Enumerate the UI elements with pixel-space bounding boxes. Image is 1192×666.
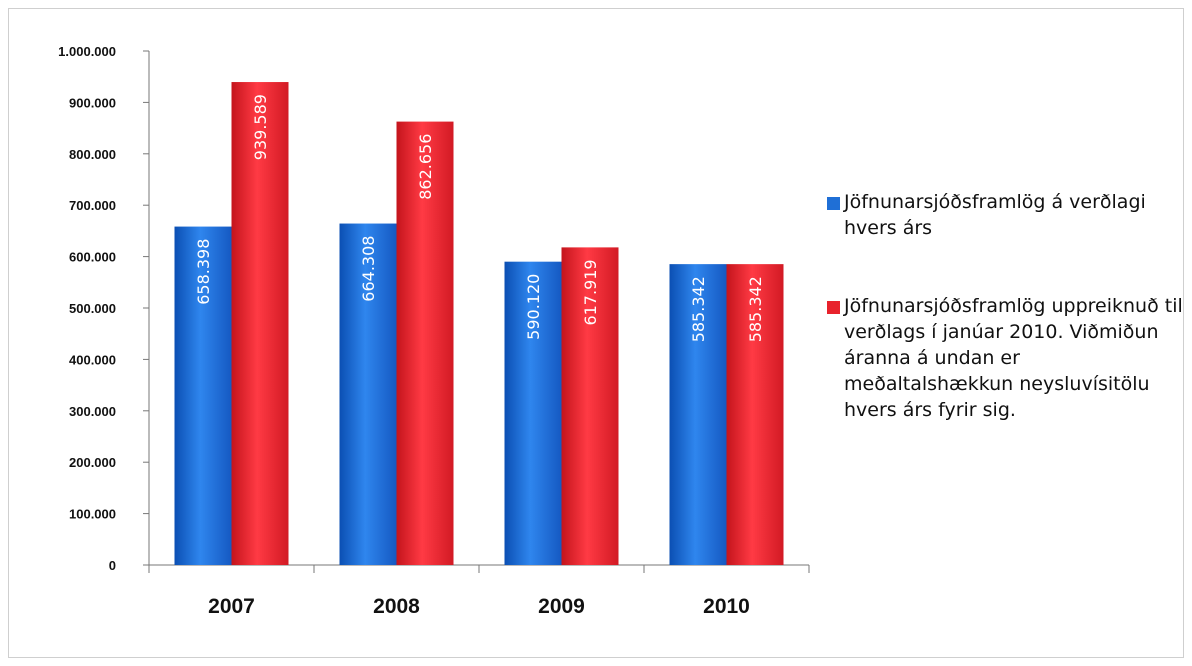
data-label-series-2-2009: 617.919 (581, 259, 600, 325)
data-label-series-2-2008: 862.656 (416, 134, 435, 200)
bar-series-2-2008 (396, 121, 454, 565)
bar-series-1-2010 (669, 264, 727, 565)
y-tick-label: 1.000.000 (58, 44, 116, 59)
bar-series-2-2009 (561, 247, 619, 565)
data-label-series-1-2008: 664.308 (359, 236, 378, 302)
y-tick-label: 600.000 (69, 250, 116, 265)
bar-series-1-2008 (339, 223, 397, 565)
bar-chart: 0 100.000 200.000 300.000 400.000 500.000 600.… (58, 44, 810, 618)
legend-swatch-red (827, 301, 840, 314)
chart-frame: 0 100.000 200.000 300.000 400.000 500.000 600.… (8, 8, 1184, 658)
y-tick-label: 200.000 (69, 455, 116, 470)
y-tick-label: 300.000 (69, 404, 116, 419)
x-tick-label: 2008 (373, 595, 420, 618)
y-tick-label: 800.000 (69, 147, 116, 162)
y-tick-label: 700.000 (69, 198, 116, 213)
y-tick-label: 400.000 (69, 352, 116, 367)
data-label-series-2-2007: 939.589 (251, 94, 270, 160)
legend-label-series-2: Jöfnunarsjóðsframlög uppreiknuð til verð… (844, 295, 1183, 421)
x-tick-label: 2009 (538, 595, 585, 618)
bar-series-1-2007 (174, 226, 232, 565)
y-tick-label: 0 (109, 558, 116, 573)
legend-item-series-2: Jöfnunarsjóðsframlög uppreiknuð til verð… (824, 293, 1192, 423)
legend-item-series-1: Jöfnunarsjóðsframlög á verðlagi hvers ár… (824, 189, 1192, 241)
y-tick-label: 100.000 (69, 507, 116, 522)
legend-label-series-1: Jöfnunarsjóðsframlög á verðlagi hvers ár… (844, 191, 1146, 239)
data-label-series-1-2010: 585.342 (689, 276, 708, 342)
bar-series-1-2009 (504, 261, 562, 565)
y-tick-label: 500.000 (69, 301, 116, 316)
y-tick-label: 900.000 (69, 95, 116, 110)
data-label-series-1-2009: 590.120 (524, 274, 543, 340)
legend-swatch-blue (827, 197, 840, 210)
data-label-series-1-2007: 658.398 (194, 239, 213, 305)
bars (174, 82, 784, 565)
x-tick-label: 2010 (703, 595, 750, 618)
legend: Jöfnunarsjóðsframlög á verðlagi hvers ár… (824, 189, 1192, 475)
bar-series-2-2007 (231, 82, 289, 565)
axes: 0 100.000 200.000 300.000 400.000 500.000 600.… (58, 44, 810, 618)
x-tick-label: 2007 (208, 595, 255, 618)
data-labels: 658.398 939.589 664.308 862.656 590.120 617.9… (194, 94, 765, 342)
data-label-series-2-2010: 585.342 (746, 276, 765, 342)
bar-series-2-2010 (726, 264, 784, 565)
